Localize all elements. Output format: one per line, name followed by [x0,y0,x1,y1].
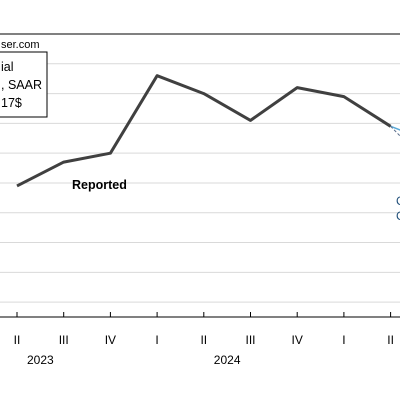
x-tick-label: I [342,333,345,347]
gridlines [0,63,400,303]
legend-line-3: 17$ [1,96,22,110]
plot-frame [0,33,400,318]
reported-annotation: Reported [72,178,127,192]
x-tick-label: IV [292,333,303,347]
x-tick-label: II [387,333,394,347]
series-projection-dashed [390,125,400,137]
clipped-label-fragment: C [396,209,400,223]
clipped-label-fragment: C [396,194,400,208]
x-tick-label: I [155,333,158,347]
legend-line-2: , SAAR [1,78,42,92]
legend-box [0,51,48,118]
year-label: 2024 [214,353,241,367]
legend: ial , SAAR 17$ [0,51,48,118]
series-layer [16,74,400,188]
x-tick-label: II [200,333,207,347]
clipped-marker-labels: C C [396,194,400,223]
series-reported [16,74,392,188]
source-label: ser.com [1,39,40,51]
legend-line-1: ial [1,60,14,74]
x-tick-label: III [245,333,255,347]
year-label: 2023 [27,353,54,367]
x-ticks [16,312,392,317]
x-tick-labels: II III IV I II III IV I II [14,333,394,347]
x-tick-label: IV [105,333,116,347]
x-tick-label: II [14,333,21,347]
x-tick-label: III [59,333,69,347]
year-labels: 20232024202 [27,353,241,367]
